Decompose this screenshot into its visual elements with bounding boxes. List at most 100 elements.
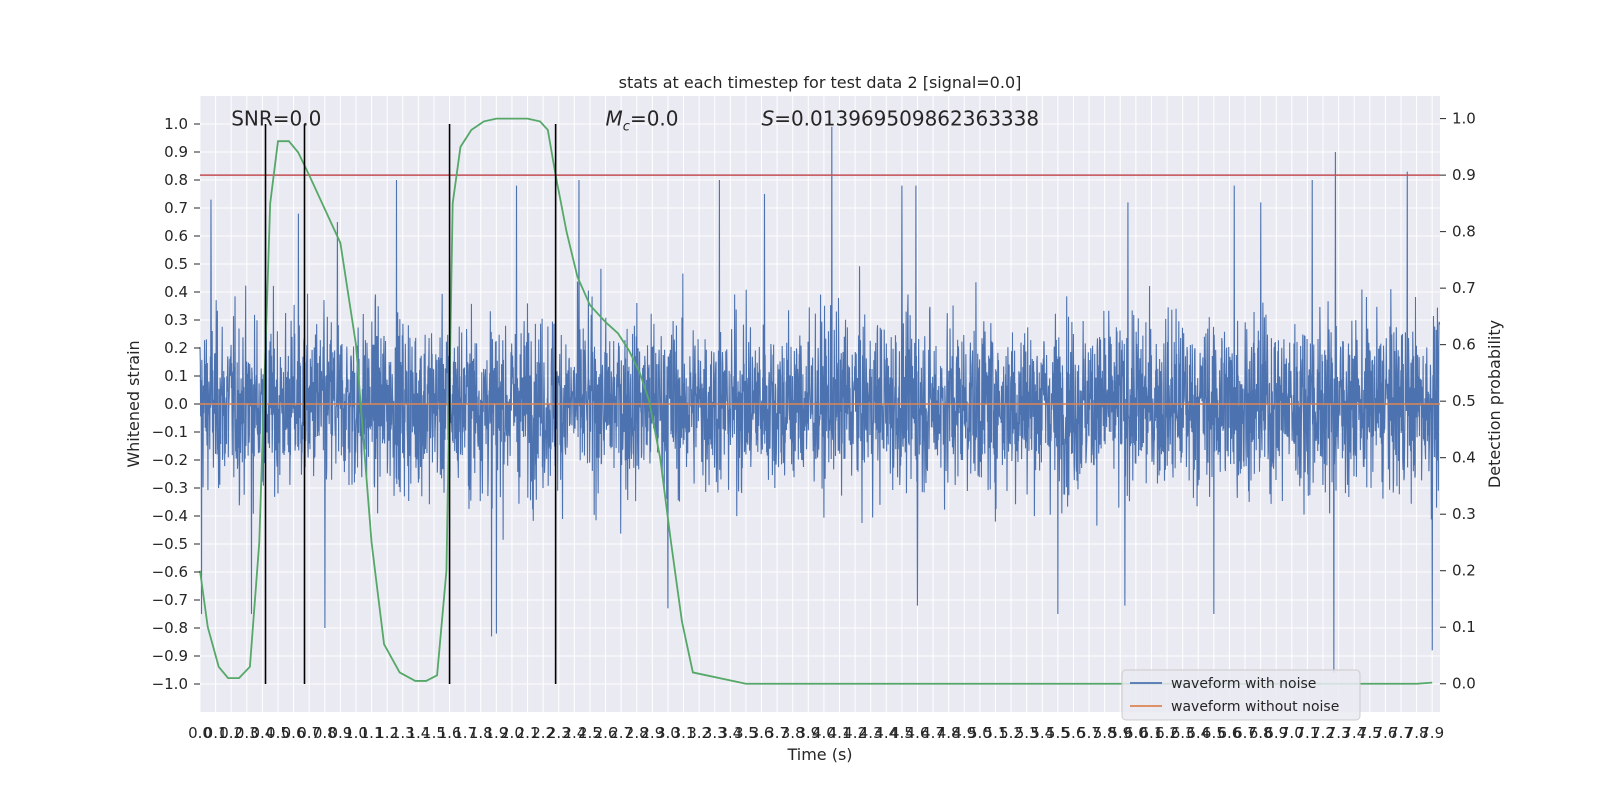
y-tick-label: 0.0 [164,395,188,413]
x-tick-label: 7.0 [1280,724,1304,742]
x-tick-label: 2.1 [516,724,540,742]
x-axis-label: Time (s) [786,745,852,764]
y2-tick-label: 0.2 [1452,562,1476,580]
x-tick-label: 5.2 [999,724,1023,742]
x-tick-label: 6.7 [1233,724,1257,742]
x-tick-label: 5.0 [968,724,992,742]
x-tick-label: 1.9 [484,724,508,742]
x-tick-label: 5.8 [1093,724,1117,742]
y-tick-label: 0.3 [164,311,188,329]
x-tick-label: 7.3 [1327,724,1351,742]
y-tick-label: −0.4 [152,507,188,525]
x-tick-label: 3.4 [718,724,742,742]
x-tick-label: 5.5 [1046,724,1070,742]
x-tick-label: 4.1 [828,724,852,742]
y-tick-label: 1.0 [164,115,188,133]
x-tick-label: 5.4 [1030,724,1054,742]
x-tick-labels: 0.00.10.20.30.40.50.60.70.80.91.01.11.21… [188,724,1444,742]
x-tick-label: 4.3 [859,724,883,742]
x-tick-label: 1.8 [469,724,493,742]
x-tick-label: 1.5 [422,724,446,742]
x-tick-label: 0.2 [219,724,243,742]
x-tick-label: 0.8 [313,724,337,742]
y2-tick-label: 0.6 [1452,336,1476,354]
x-tick-label: 3.3 [703,724,727,742]
x-tick-label: 0.0 [188,724,212,742]
x-tick-label: 5.6 [1062,724,1086,742]
x-tick-label: 2.2 [531,724,555,742]
x-tick-label: 2.9 [640,724,664,742]
y-tick-label: −0.9 [152,647,188,665]
x-tick-label: 7.5 [1358,724,1382,742]
x-tick-label: 1.7 [453,724,477,742]
y-tick-label: 0.2 [164,339,188,357]
series-lines [199,117,1440,685]
x-tick-label: 3.8 [781,724,805,742]
x-tick-label: 6.4 [1186,724,1210,742]
noise-waveform-line [199,126,1441,673]
y-tick-label: 0.4 [164,283,188,301]
y2-tick-label: 0.5 [1452,392,1476,410]
x-tick-label: 0.3 [235,724,259,742]
y2-tick-label: 0.1 [1452,618,1476,636]
x-tick-label: 5.9 [1108,724,1132,742]
x-tick-label: 1.4 [406,724,430,742]
x-tick-label: 7.6 [1373,724,1397,742]
x-tick-label: 3.0 [656,724,680,742]
x-tick-label: 1.6 [438,724,462,742]
x-tick-label: 5.7 [1077,724,1101,742]
x-tick-label: 3.9 [796,724,820,742]
y2-tick-label: 0.0 [1452,675,1476,693]
y-tick-label: 0.8 [164,171,188,189]
x-tick-label: 7.7 [1389,724,1413,742]
y-tick-label: −0.6 [152,563,188,581]
x-tick-label: 2.6 [594,724,618,742]
x-tick-label: 4.9 [952,724,976,742]
x-tick-label: 7.8 [1405,724,1429,742]
x-tick-label: 6.3 [1171,724,1195,742]
x-tick-label: 0.1 [204,724,228,742]
y2-tick-label: 0.8 [1452,223,1476,241]
y-tick-label: −1.0 [152,675,188,693]
x-tick-label: 3.2 [687,724,711,742]
x-tick-label: 6.0 [1124,724,1148,742]
y-tick-label: −0.3 [152,479,188,497]
y-tick-label: −0.2 [152,451,188,469]
legend: waveform with noise waveform without noi… [1121,669,1361,721]
x-tick-label: 6.9 [1264,724,1288,742]
x-tick-label: 0.7 [297,724,321,742]
x-tick-label: 6.8 [1249,724,1273,742]
y-tick-label: 0.1 [164,367,188,385]
x-tick-label: 7.4 [1342,724,1366,742]
y2-axis-label: Detection probability [1485,320,1504,488]
x-tick-label: 2.4 [562,724,586,742]
x-tick-label: 3.5 [734,724,758,742]
x-tick-label: 2.7 [609,724,633,742]
x-tick-label: 7.1 [1295,724,1319,742]
x-tick-label: 6.2 [1155,724,1179,742]
y2-tick-label: 1.0 [1452,110,1476,128]
x-tick-label: 5.1 [984,724,1008,742]
annotations: SNR=0.0 Mc=0.0 S=0.013969509862363338 [231,106,1039,134]
noise-waveform [199,126,1441,673]
x-tick-label: 2.8 [625,724,649,742]
y-tick-label: 0.5 [164,255,188,273]
x-tick-label: 5.3 [1015,724,1039,742]
legend-box [1121,669,1361,721]
x-tick-label: 6.1 [1140,724,1164,742]
chart-title: stats at each timestep for test data 2 [… [619,73,1022,92]
x-tick-label: 4.7 [921,724,945,742]
x-tick-label: 3.1 [672,724,696,742]
x-tick-label: 7.9 [1420,724,1444,742]
x-tick-label: 0.6 [282,724,306,742]
x-tick-label: 4.0 [812,724,836,742]
y2-tick-labels: 0.0 0.1 0.2 0.3 0.4 0.5 0.6 0.7 0.8 0.9 1.0 [1440,110,1476,693]
y2-tick-label: 0.4 [1452,449,1476,467]
annotation-2: S=0.013969509862363338 [762,106,1040,130]
x-tick-label: 0.4 [250,724,274,742]
detection-probability-line [199,117,1433,685]
y-tick-label: 0.9 [164,143,188,161]
x-tick-label: 1.1 [360,724,384,742]
